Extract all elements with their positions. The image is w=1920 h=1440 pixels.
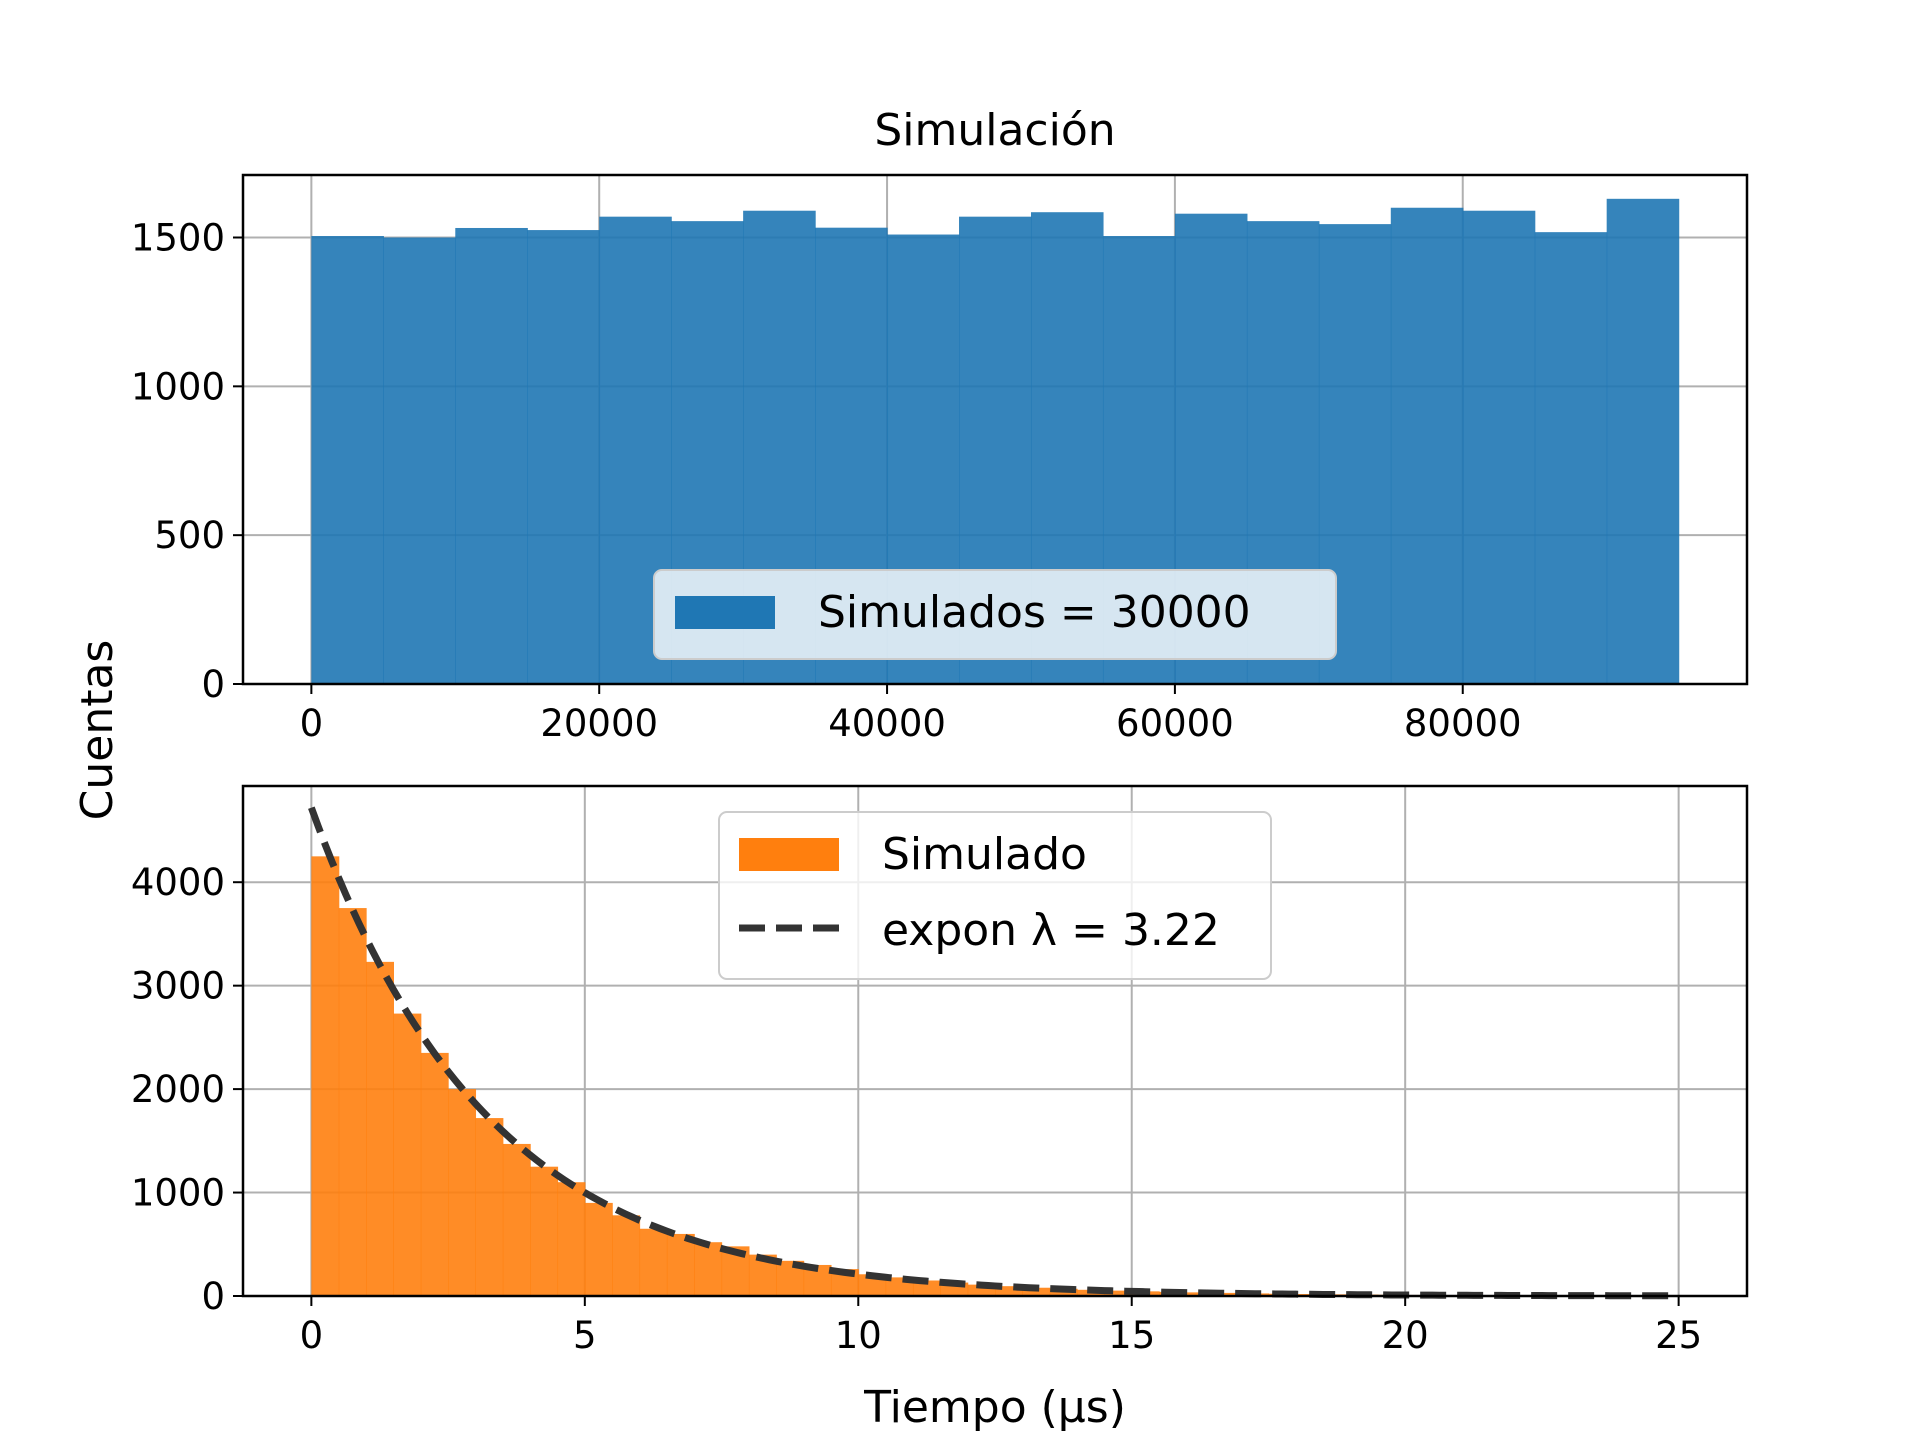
histogram-bar <box>338 908 367 1296</box>
histogram-bar <box>1534 232 1608 684</box>
bottom-legend-swatch-simulado <box>739 838 839 871</box>
histogram-bar <box>448 1089 477 1296</box>
top-chart-legend: Simulados = 30000 <box>653 569 1337 660</box>
histogram-bar <box>995 1286 1023 1296</box>
bottom-legend-label-expon: expon λ = 3.22 <box>882 905 1220 956</box>
y-tick-label: 2000 <box>131 1068 225 1111</box>
histogram-bar <box>1022 1287 1051 1296</box>
bottom-legend-label-simulado: Simulado <box>882 829 1087 880</box>
histogram-bar <box>1213 1292 1242 1296</box>
y-tick-label: 0 <box>201 663 225 706</box>
histogram-bar <box>455 227 528 684</box>
histogram-bar <box>475 1118 504 1296</box>
histogram-bar <box>666 1233 695 1296</box>
x-tick-label: 0 <box>300 702 324 745</box>
histogram-bar <box>1462 210 1536 684</box>
top-chart-ticks: 0 20000 40000 60000 80000 0 500 1000 1500 <box>131 217 1522 745</box>
histogram-bar <box>1606 198 1680 684</box>
bottom-chart-legend: Simulado expon λ = 3.22 <box>718 811 1272 980</box>
histogram-bar <box>639 1228 668 1296</box>
bottom-legend-box <box>718 811 1272 980</box>
top-histogram-panel: Simulación 0 20000 40000 60000 80000 0 500 1000… <box>131 105 1749 745</box>
bottom-chart-ticks: 0 5 10 15 20 25 0 1000 2000 3000 4000 <box>131 861 1702 1357</box>
x-tick-label: 20 <box>1382 1314 1429 1357</box>
histogram-bar <box>527 230 600 684</box>
x-tick-label: 5 <box>573 1314 597 1357</box>
top-legend-label: Simulados = 30000 <box>818 587 1251 638</box>
histogram-bar <box>383 237 456 684</box>
histogram-bar <box>694 1242 723 1296</box>
y-tick-label: 500 <box>154 514 225 557</box>
top-chart-title: Simulación <box>874 105 1115 156</box>
figure-ylabel: Cuentas <box>72 640 123 821</box>
x-tick-label: 10 <box>835 1314 882 1357</box>
histogram-bar <box>530 1166 559 1296</box>
x-tick-label: 40000 <box>828 702 946 745</box>
y-tick-label: 3000 <box>131 965 225 1008</box>
histogram-bar <box>1390 207 1464 685</box>
y-tick-label: 0 <box>201 1275 225 1318</box>
bottom-chart-xlabel: Tiempo (μs) <box>863 1382 1126 1433</box>
x-tick-label: 15 <box>1108 1314 1155 1357</box>
y-tick-label: 1500 <box>131 217 225 260</box>
histogram-bar <box>1104 1290 1133 1296</box>
histogram-bar <box>420 1052 449 1296</box>
histogram-bar <box>311 856 340 1296</box>
top-legend-box <box>653 569 1337 660</box>
histogram-bar <box>912 1280 941 1296</box>
y-tick-label: 1000 <box>131 365 225 408</box>
histogram-bar <box>311 236 384 685</box>
expon-fit-curve <box>308 806 1679 1300</box>
x-tick-label: 25 <box>1655 1314 1702 1357</box>
histogram-bar <box>967 1284 996 1296</box>
histogram-bar <box>366 961 394 1296</box>
x-tick-label: 60000 <box>1116 702 1234 745</box>
histogram-bar <box>557 1182 586 1296</box>
bottom-chart-frame <box>241 784 1749 1298</box>
y-tick-label: 1000 <box>131 1172 225 1215</box>
top-chart-frame <box>241 173 1749 686</box>
x-tick-label: 80000 <box>1404 702 1522 745</box>
histogram-bar <box>393 1013 422 1296</box>
bottom-chart-bars <box>311 856 1680 1296</box>
histogram-bar <box>502 1143 531 1296</box>
x-tick-label: 20000 <box>540 702 658 745</box>
y-tick-label: 4000 <box>131 861 225 904</box>
histogram-bar <box>584 1202 613 1296</box>
histogram-bar <box>612 1215 641 1296</box>
x-tick-label: 0 <box>300 1314 324 1357</box>
top-legend-swatch <box>675 596 775 629</box>
